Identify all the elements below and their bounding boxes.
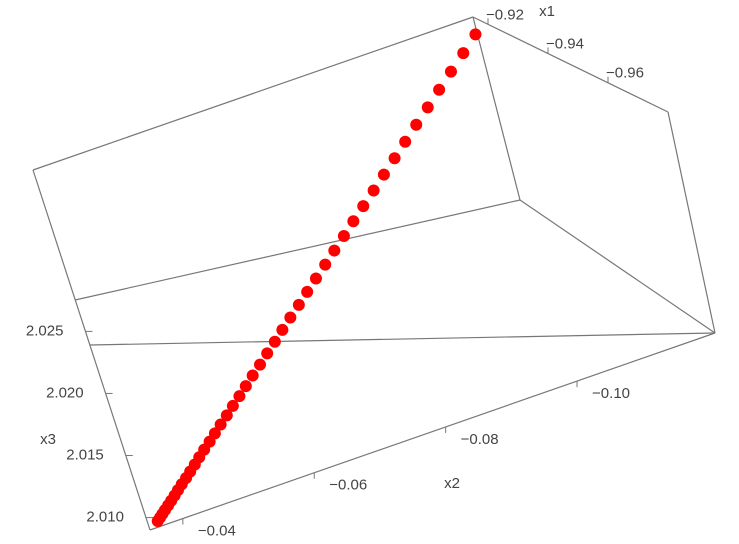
point <box>253 358 266 371</box>
point <box>233 390 246 403</box>
x2-tick-label: −0.10 <box>592 385 630 402</box>
box-edge <box>74 199 521 301</box>
axis-label: x3 <box>40 431 56 448</box>
point <box>377 168 390 181</box>
point <box>444 65 457 78</box>
x2-tick-label: −0.08 <box>461 431 499 448</box>
point <box>319 258 332 271</box>
box-edge <box>472 16 669 113</box>
x3-tick-label: 2.020 <box>46 384 84 401</box>
point <box>261 347 274 360</box>
x3-tick-label: 2.010 <box>86 509 124 526</box>
point <box>284 311 297 324</box>
x1-tick-label: −0.96 <box>606 65 644 82</box>
point <box>328 244 341 257</box>
point <box>309 272 322 285</box>
box-edge <box>667 111 716 334</box>
box-edge <box>32 169 151 531</box>
box-edge <box>149 332 716 531</box>
x3-tick-label: 2.015 <box>66 446 104 463</box>
point <box>276 323 289 336</box>
point <box>347 215 360 228</box>
box-edge <box>32 16 474 171</box>
point <box>469 28 482 41</box>
x1-tick-label: −0.92 <box>486 6 524 23</box>
x2-tick-label: −0.04 <box>198 523 236 540</box>
box-edge <box>89 332 716 346</box>
x1-tick-label: −0.94 <box>546 36 584 53</box>
point <box>239 380 252 393</box>
box <box>32 16 716 531</box>
box-edge <box>519 199 716 334</box>
point <box>421 101 434 114</box>
point <box>292 298 305 311</box>
point <box>433 83 446 96</box>
x2-tick-label: −0.06 <box>329 477 367 494</box>
point <box>388 152 401 165</box>
axis-label: x1 <box>539 3 555 20</box>
box-edge <box>472 16 521 201</box>
x3-tick-label: 2.025 <box>26 322 64 339</box>
point <box>410 118 423 131</box>
point <box>226 399 239 412</box>
point <box>337 230 350 243</box>
point <box>357 200 370 213</box>
point <box>220 409 233 422</box>
point <box>214 418 227 431</box>
point <box>301 285 314 298</box>
point <box>268 335 281 348</box>
axis-label: x2 <box>444 475 460 492</box>
point <box>208 427 221 440</box>
point <box>246 369 259 382</box>
point <box>457 47 470 60</box>
point <box>399 135 412 148</box>
point <box>367 184 380 197</box>
